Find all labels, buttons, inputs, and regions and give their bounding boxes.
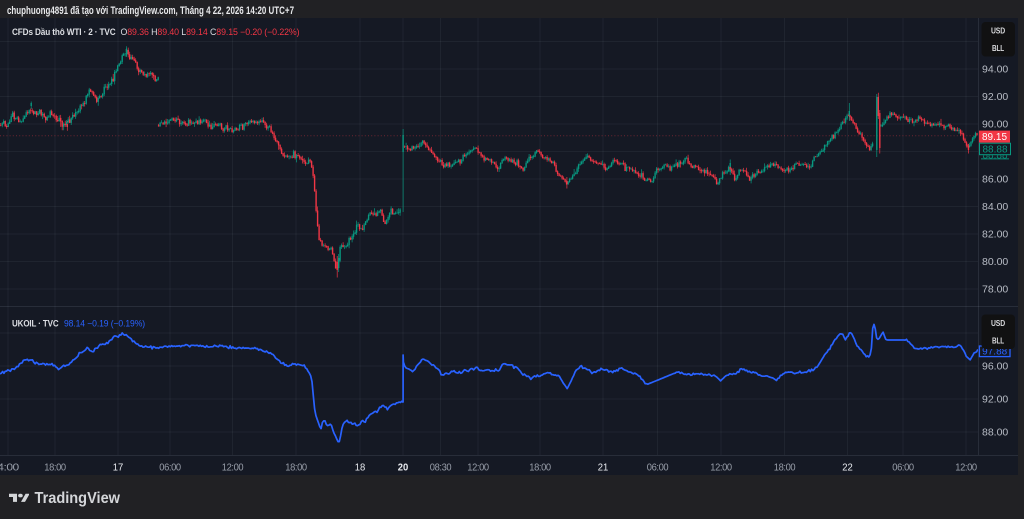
svg-text:4:00: 4:00 <box>0 463 20 474</box>
svg-text:18: 18 <box>355 463 366 474</box>
svg-text:96.00: 96.00 <box>982 361 1008 373</box>
svg-text:12:00: 12:00 <box>467 463 489 474</box>
svg-text:O89.36 H89.40 L89.14 C89.15 −0: O89.36 H89.40 L89.14 C89.15 −0.20 (−0.22… <box>121 27 300 37</box>
svg-text:18:00: 18:00 <box>529 463 551 474</box>
svg-text:92.00: 92.00 <box>982 394 1008 406</box>
svg-text:USD: USD <box>991 318 1005 328</box>
svg-text:18:00: 18:00 <box>285 463 307 474</box>
svg-text:88.00: 88.00 <box>982 427 1008 439</box>
svg-text:84.00: 84.00 <box>982 201 1008 213</box>
svg-text:BLL: BLL <box>992 336 1004 346</box>
svg-text:90.00: 90.00 <box>982 119 1008 131</box>
svg-text:97.88: 97.88 <box>982 347 1007 358</box>
svg-text:82.00: 82.00 <box>982 229 1008 241</box>
svg-text:88.88: 88.88 <box>982 151 1007 162</box>
svg-text:CFDs Dầu thô WTI · 2 · TVC: CFDs Dầu thô WTI · 2 · TVC <box>12 27 116 37</box>
svg-text:USD: USD <box>991 26 1005 36</box>
svg-text:12:00: 12:00 <box>222 463 244 474</box>
svg-text:08:30: 08:30 <box>430 463 452 474</box>
svg-text:22: 22 <box>842 463 853 474</box>
svg-text:80.00: 80.00 <box>982 256 1008 268</box>
svg-text:21: 21 <box>598 463 609 474</box>
svg-text:89.15: 89.15 <box>982 132 1007 143</box>
svg-text:18:00: 18:00 <box>44 463 66 474</box>
svg-text:chuphuong4891 đã tạo với Tradi: chuphuong4891 đã tạo với TradingView.com… <box>7 5 294 17</box>
svg-text:06:00: 06:00 <box>892 463 914 474</box>
svg-text:06:00: 06:00 <box>159 463 181 474</box>
svg-text:94.00: 94.00 <box>982 64 1008 76</box>
svg-text:UKOIL · TVC: UKOIL · TVC <box>12 319 59 329</box>
svg-text:12:00: 12:00 <box>710 463 732 474</box>
svg-text:18:00: 18:00 <box>774 463 796 474</box>
svg-text:88.88: 88.88 <box>982 144 1007 155</box>
svg-text:17: 17 <box>113 463 124 474</box>
svg-text:06:00: 06:00 <box>647 463 669 474</box>
svg-text:86.00: 86.00 <box>982 174 1008 186</box>
svg-text:12:00: 12:00 <box>955 463 977 474</box>
svg-text:BLL: BLL <box>992 43 1004 53</box>
svg-text:92.00: 92.00 <box>982 91 1008 103</box>
svg-text:78.00: 78.00 <box>982 284 1008 296</box>
svg-text:98.14 −0.19 (−0.19%): 98.14 −0.19 (−0.19%) <box>64 319 145 329</box>
svg-text:20: 20 <box>398 463 409 474</box>
svg-text:TradingView: TradingView <box>35 490 121 507</box>
